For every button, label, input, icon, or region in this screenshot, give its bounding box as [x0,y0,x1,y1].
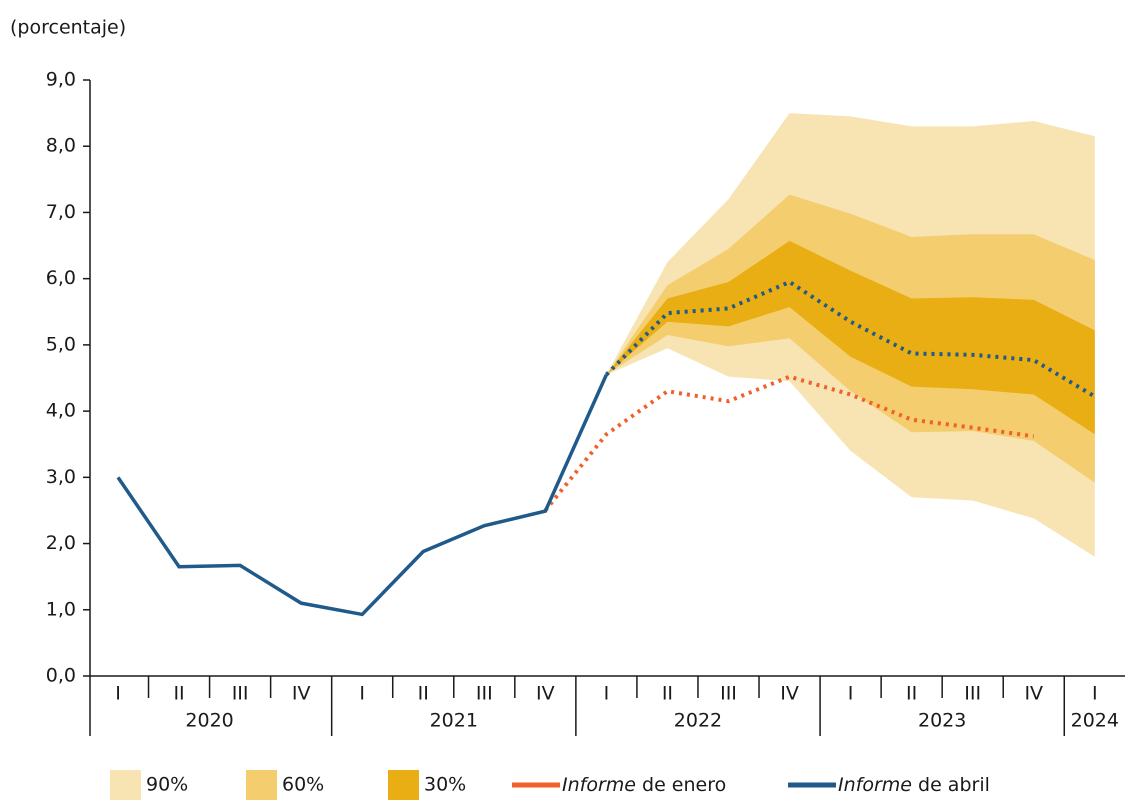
y-tick-label: 3,0 [46,466,76,488]
year-label: 2022 [674,710,722,732]
legend-label: Informe de enero [562,774,726,796]
year-label: 2021 [430,710,478,732]
x-tick-label: III [720,683,737,705]
y-axis-label: (porcentaje) [10,17,126,39]
x-tick-label: IV [1024,683,1043,705]
y-tick-label: 7,0 [46,201,76,223]
y-tick-label: 4,0 [46,400,76,422]
legend-label-part: de abril [912,774,990,796]
x-tick-label: II [418,683,429,705]
year-label: 2023 [918,710,966,732]
y-tick-label: 9,0 [46,69,76,91]
fan-band [606,240,1095,435]
legend-swatch [110,770,141,800]
y-tick-label: 8,0 [46,135,76,157]
legend-swatch [388,770,419,800]
data-line [116,373,608,617]
x-tick-label: I [115,683,121,705]
x-tick-label: I [1092,683,1098,705]
legend-label: Informe de abril [838,774,990,796]
legend-label-part: de enero [636,774,726,796]
x-tick-label: III [232,683,249,705]
year-label: 2020 [185,710,233,732]
legend-label: 90% [146,774,188,796]
projection-line [543,374,1035,512]
year-label: 2024 [1071,710,1119,732]
y-tick-label: 5,0 [46,333,76,355]
x-tick-label: I [848,683,854,705]
x-tick-label: IV [780,683,799,705]
x-tick-label: IV [292,683,311,705]
legend-label-part: Informe [838,774,912,796]
x-tick-label: I [604,683,610,705]
x-tick-label: II [173,683,184,705]
x-tick-label: III [964,683,981,705]
x-tick-label: III [476,683,493,705]
x-tick-label: II [662,683,673,705]
x-tick-label: I [359,683,365,705]
y-tick-label: 0,0 [46,665,76,687]
x-tick-label: II [906,683,917,705]
legend-label-part: Informe [562,774,636,796]
y-tick-label: 1,0 [46,598,76,620]
legend-swatch [246,770,277,800]
projection-line [604,279,1096,399]
legend-label: 60% [282,774,324,796]
legend-label: 30% [424,774,466,796]
y-tick-label: 6,0 [46,267,76,289]
y-tick-label: 2,0 [46,532,76,554]
x-tick-label: IV [536,683,555,705]
